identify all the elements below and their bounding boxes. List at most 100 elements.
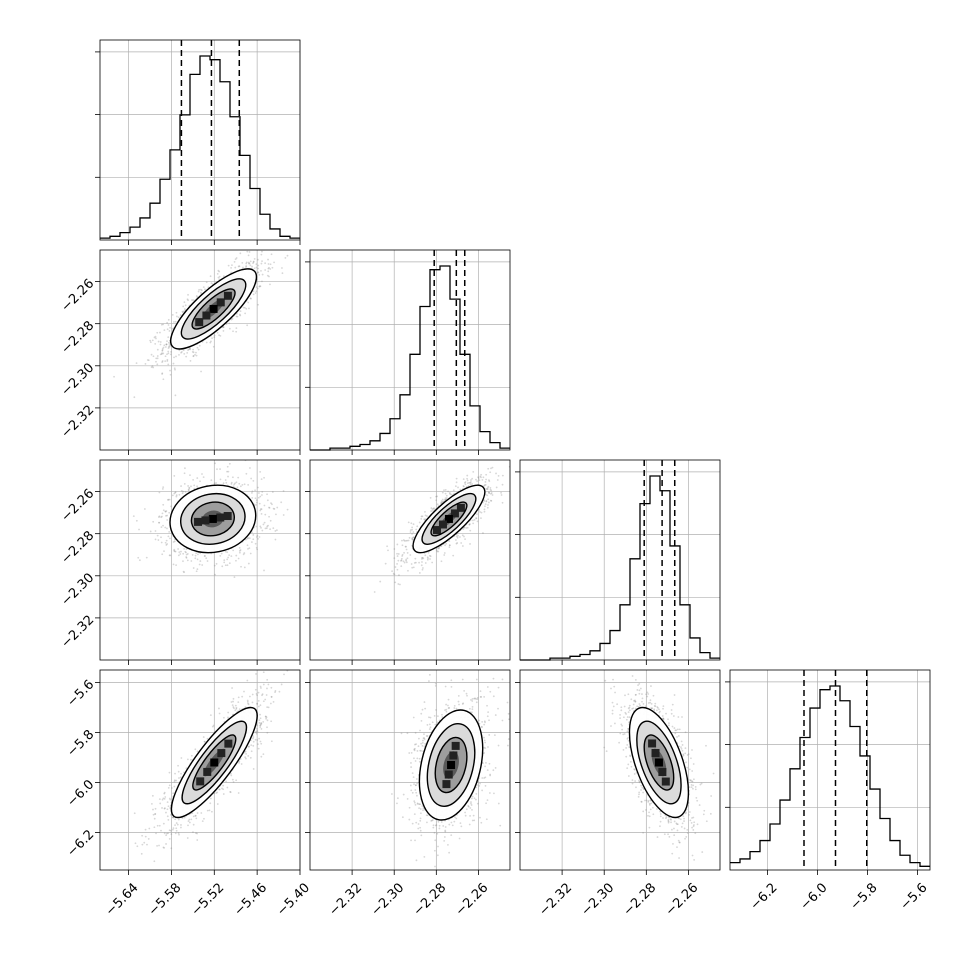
- scatter-panel-p0-p1: [95, 249, 301, 455]
- scatter-point: [488, 492, 491, 495]
- scatter-point: [421, 556, 424, 559]
- scatter-point: [187, 348, 190, 351]
- scatter-point: [405, 561, 408, 564]
- scatter-point: [219, 468, 221, 470]
- scatter-point: [245, 307, 248, 310]
- density-core: [432, 526, 441, 535]
- scatter-point: [158, 521, 160, 524]
- scatter-point: [255, 290, 258, 293]
- scatter-point: [161, 349, 164, 352]
- scatter-panel-p0-p2: [95, 459, 301, 665]
- scatter-point: [257, 264, 260, 267]
- scatter-point: [267, 258, 269, 261]
- scatter-point: [158, 521, 161, 524]
- scatter-point: [270, 253, 273, 256]
- scatter-point: [182, 349, 185, 352]
- scatter-point: [153, 336, 156, 339]
- scatter-point: [160, 323, 163, 326]
- scatter-point: [261, 273, 264, 276]
- scatter-point: [217, 269, 220, 272]
- scatter-point: [463, 481, 466, 484]
- scatter-point: [414, 557, 417, 560]
- scatter-point: [140, 852, 143, 855]
- scatter-point: [261, 490, 264, 493]
- scatter-point: [260, 269, 262, 272]
- scatter-point: [264, 269, 267, 271]
- scatter-point: [202, 476, 205, 479]
- scatter-point: [257, 496, 260, 499]
- scatter-point: [183, 482, 186, 485]
- scatter-point: [177, 818, 180, 821]
- scatter-point: [163, 807, 166, 810]
- scatter-point: [490, 492, 493, 494]
- scatter-point: [216, 791, 219, 794]
- scatter-point: [255, 536, 258, 538]
- scatter-point: [181, 310, 184, 313]
- scatter-point: [146, 359, 149, 361]
- scatter-point: [159, 802, 162, 805]
- scatter-point: [196, 558, 199, 561]
- scatter-point: [421, 568, 424, 571]
- scatter-point: [149, 530, 152, 533]
- scatter-point: [216, 803, 219, 805]
- scatter-point: [162, 503, 165, 506]
- scatter-point: [204, 288, 206, 291]
- scatter-point: [232, 697, 235, 700]
- scatter-point: [266, 678, 269, 681]
- scatter-point: [447, 490, 449, 493]
- scatter-point: [257, 271, 259, 274]
- scatter-point: [186, 298, 189, 301]
- scatter-point: [216, 273, 219, 275]
- scatter-point: [182, 305, 185, 308]
- scatter-point: [470, 481, 472, 483]
- scatter-point: [168, 344, 171, 346]
- scatter-point: [238, 546, 241, 549]
- scatter-point: [263, 476, 265, 479]
- scatter-point: [189, 347, 191, 350]
- panel-frame: [309, 459, 511, 661]
- scatter-point: [245, 261, 248, 264]
- scatter-point: [229, 791, 232, 793]
- scatter-point: [164, 510, 167, 513]
- scatter-point: [452, 489, 455, 492]
- scatter-point: [470, 479, 472, 481]
- scatter-point: [219, 554, 222, 557]
- scatter-point: [219, 478, 222, 481]
- scatter-point: [265, 716, 268, 719]
- scatter-point: [477, 476, 479, 479]
- scatter-point: [192, 823, 195, 826]
- scatter-point: [431, 508, 434, 511]
- scatter-point: [189, 348, 192, 351]
- scatter-point: [187, 489, 190, 492]
- scatter-point: [260, 742, 263, 745]
- scatter-point: [173, 356, 175, 359]
- scatter-point: [210, 479, 213, 482]
- scatter-point: [178, 833, 180, 836]
- scatter-point: [463, 526, 466, 529]
- scatter-point: [239, 314, 242, 317]
- scatter-point: [441, 491, 444, 494]
- histogram-step-p0: [100, 55, 300, 239]
- scatter-point: [275, 529, 278, 532]
- scatter-point: [256, 729, 259, 732]
- panel-frame: [99, 39, 301, 241]
- scatter-point: [264, 527, 267, 530]
- scatter-point: [421, 558, 423, 560]
- scatter-point: [217, 276, 220, 279]
- scatter-point: [423, 518, 426, 521]
- scatter-point: [396, 543, 399, 546]
- scatter-point: [268, 506, 270, 509]
- scatter-point: [268, 266, 270, 269]
- scatter-point: [269, 263, 272, 266]
- scatter-point: [260, 262, 263, 265]
- scatter-point: [196, 485, 198, 488]
- scatter-point: [276, 506, 279, 509]
- scatter-point: [249, 467, 251, 469]
- scatter-point: [405, 539, 407, 542]
- scatter-point: [252, 736, 255, 738]
- scatter-point: [406, 539, 409, 542]
- scatter-point: [155, 337, 157, 340]
- scatter-point: [173, 540, 176, 543]
- scatter-point: [461, 545, 464, 547]
- scatter-point: [405, 545, 407, 548]
